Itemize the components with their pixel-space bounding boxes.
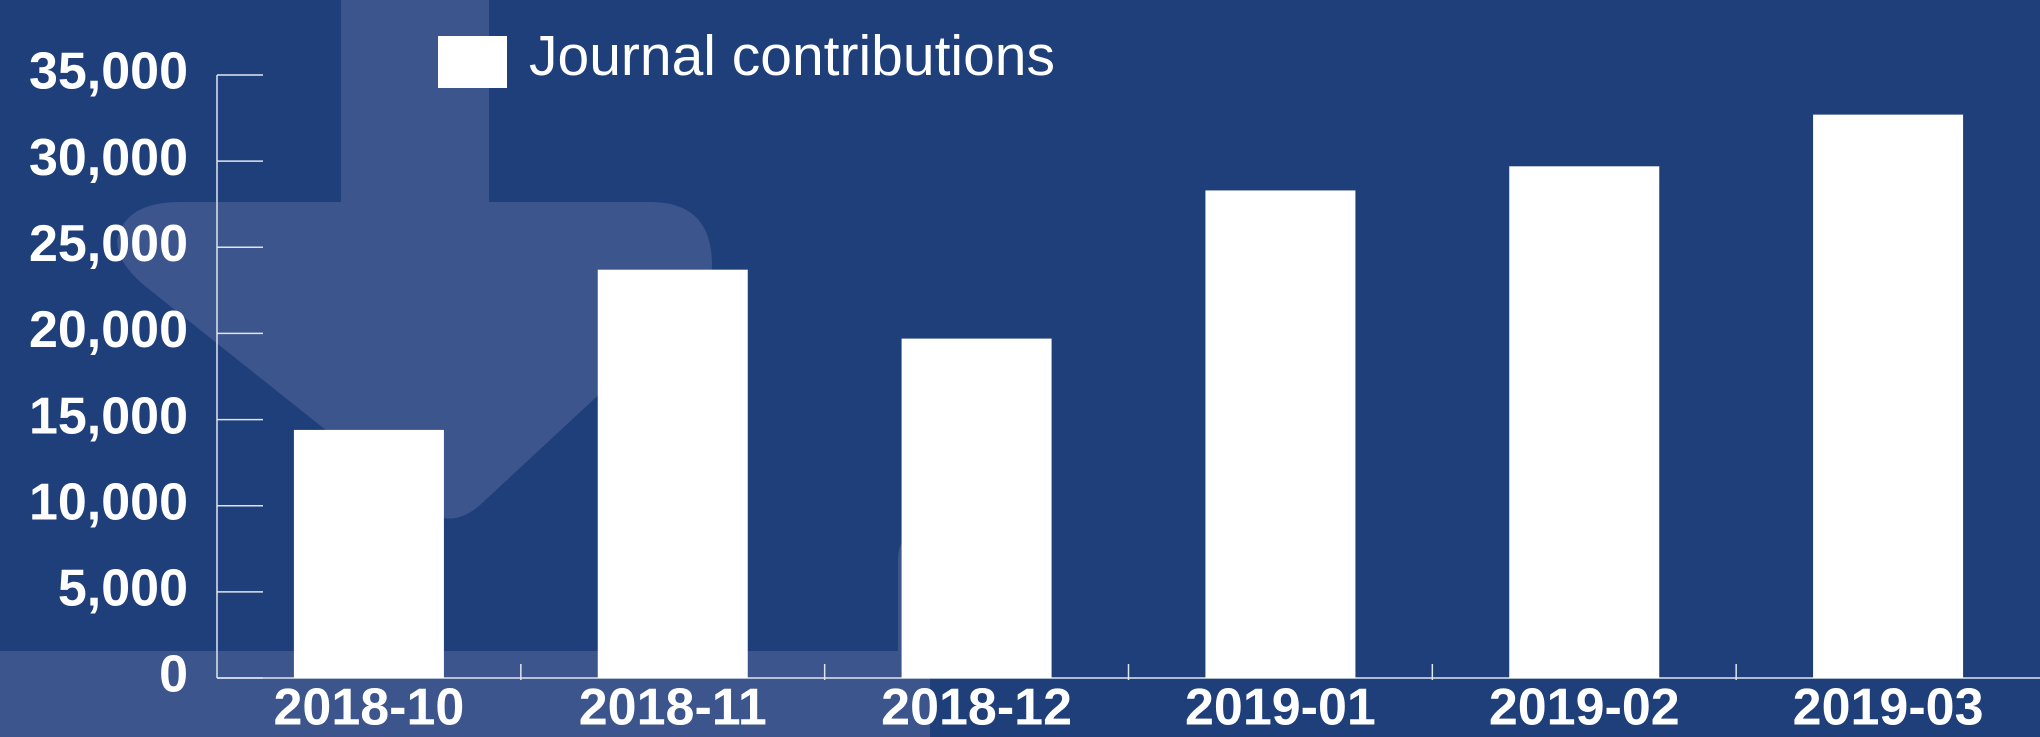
bar (1813, 115, 1963, 678)
bar (294, 430, 444, 678)
y-tick-label: 15,000 (29, 387, 188, 445)
legend: Journal contributions (438, 24, 1055, 88)
x-tick-label: 2019-01 (1185, 679, 1376, 737)
x-tick-label: 2018-11 (579, 679, 767, 737)
bar (1205, 190, 1355, 678)
x-tick-label: 2019-03 (1793, 679, 1984, 737)
y-tick-label: 5,000 (58, 560, 188, 618)
x-tick-label: 2019-02 (1489, 679, 1680, 737)
x-tick-label: 2018-12 (881, 679, 1072, 737)
bar (902, 339, 1052, 678)
y-tick-label: 20,000 (29, 301, 188, 359)
y-tick-label: 35,000 (29, 43, 188, 101)
legend-swatch (438, 36, 507, 88)
y-tick-label: 30,000 (29, 129, 188, 187)
bar (1509, 166, 1659, 678)
bar (598, 270, 748, 678)
chart: Journal contributions 0 5,000 10,000 15,000… (0, 0, 2040, 737)
y-tick-label: 25,000 (29, 215, 188, 273)
legend-label: Journal contributions (529, 24, 1055, 88)
x-tick-label: 2018-10 (273, 679, 464, 737)
y-tick-label: 10,000 (29, 473, 188, 531)
y-tick-label: 0 (159, 646, 188, 704)
